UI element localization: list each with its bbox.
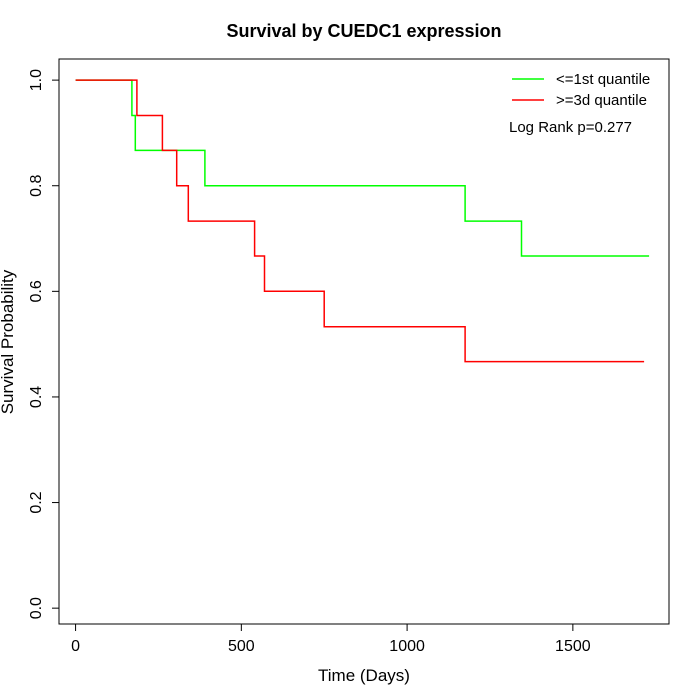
x-tick-label: 1000 — [389, 638, 425, 655]
series-layer — [75, 79, 650, 363]
y-tick-label: 0.0 — [28, 597, 45, 619]
x-tick-label: 0 — [71, 638, 80, 655]
y-axis-label: Survival Probability — [0, 269, 17, 414]
series-low-expression-line — [75, 79, 650, 257]
x-tick-label: 500 — [228, 638, 255, 655]
chart-title: Survival by CUEDC1 expression — [226, 21, 501, 41]
y-tick-label: 0.8 — [28, 175, 45, 197]
legend-label-low: <=1st quantile — [556, 71, 650, 88]
series-high-expression-line — [75, 79, 645, 363]
y-tick-label: 0.2 — [28, 491, 45, 513]
x-axis-label: Time (Days) — [318, 666, 410, 685]
y-tick-label: 0.4 — [28, 386, 45, 408]
x-axis: 0 500 1000 1500 — [71, 623, 591, 655]
y-axis: 0.0 0.2 0.4 0.6 0.8 1.0 — [28, 69, 60, 619]
log-rank-annotation: Log Rank p=0.277 — [509, 119, 632, 136]
legend: <=1st quantile >=3d quantile — [512, 71, 650, 109]
legend-label-high: >=3d quantile — [556, 92, 647, 109]
y-tick-label: 0.6 — [28, 280, 45, 302]
x-tick-label: 1500 — [555, 638, 591, 655]
y-tick-label: 1.0 — [28, 69, 45, 91]
plot-frame — [58, 58, 670, 625]
